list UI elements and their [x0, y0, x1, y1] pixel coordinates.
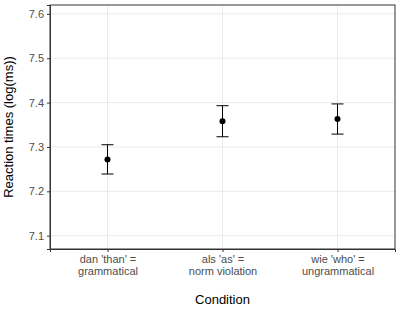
- point: [335, 116, 341, 122]
- point: [105, 156, 111, 162]
- chart: 7.1 7.2 7.3 7.4 7.5 7.6 dan 'than' =grammatica…: [0, 0, 400, 309]
- tick-label: dan 'than' =grammatical: [78, 253, 138, 278]
- tick-label-line: als 'as' =: [202, 253, 244, 265]
- x-axis: dan 'than' =grammatical als 'as' =norm vi…: [51, 249, 396, 277]
- tick-label: 7.3: [29, 141, 44, 153]
- y-tick: 7.3: [29, 141, 50, 153]
- tick-label: 7.1: [29, 230, 44, 242]
- plot-background: [50, 5, 395, 249]
- marks: [102, 104, 344, 174]
- error-bar: [217, 106, 229, 137]
- y-tick: 7.2: [29, 185, 50, 197]
- tick-label-line: grammatical: [78, 265, 138, 277]
- plot-frame: [50, 5, 395, 249]
- y-axis-title: Reaction times (log(ms)): [1, 56, 16, 198]
- tick-label: als 'as' =norm violation: [189, 253, 257, 278]
- y-axis: 7.1 7.2 7.3 7.4 7.5 7.6: [29, 6, 51, 250]
- x-axis-title: Condition: [195, 292, 250, 307]
- grid-line: [107, 5, 108, 249]
- tick-label: 7.6: [29, 8, 44, 20]
- y-tick: 7.4: [29, 97, 50, 109]
- y-tick: 7.5: [29, 52, 50, 64]
- point: [220, 118, 226, 124]
- x-grid: [108, 5, 338, 249]
- y-tick: 7.1: [29, 230, 50, 242]
- tick-label: 7.4: [29, 97, 44, 109]
- tick-label-line: ungrammatical: [302, 265, 374, 277]
- x-tick: als 'as' =norm violation: [189, 249, 257, 277]
- tick-label-line: dan 'than' =: [80, 253, 137, 265]
- error-bar: [332, 104, 344, 134]
- x-tick: dan 'than' =grammatical: [78, 249, 138, 277]
- tick-label: wie 'who' =ungrammatical: [302, 253, 374, 278]
- tick-label: 7.5: [29, 52, 44, 64]
- x-tick: wie 'who' =ungrammatical: [302, 249, 374, 277]
- x-axis-line: [51, 250, 396, 253]
- tick-label-line: norm violation: [189, 265, 257, 277]
- tick-label-line: wie 'who' =: [310, 253, 364, 265]
- tick-label: 7.2: [29, 185, 44, 197]
- y-tick: 7.6: [29, 8, 50, 20]
- plot: 7.1 7.2 7.3 7.4 7.5 7.6 dan 'than' =grammatica…: [29, 5, 396, 277]
- error-bar: [102, 145, 114, 174]
